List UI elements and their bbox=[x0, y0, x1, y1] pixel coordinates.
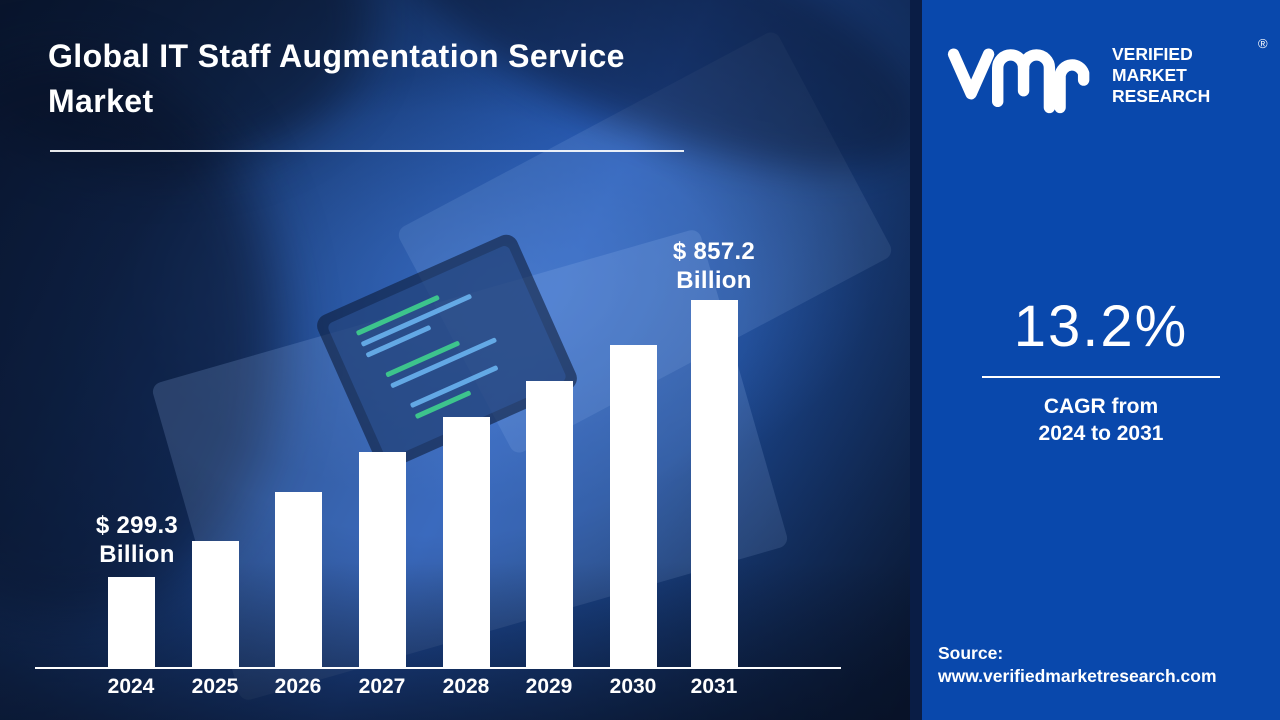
data-label-2031-unit: Billion bbox=[676, 267, 752, 294]
cagr-caption: CAGR from 2024 to 2031 bbox=[922, 393, 1280, 447]
vmr-logo: VERIFIED MARKET RESEARCH ® bbox=[946, 36, 1268, 126]
registered-trademark-icon: ® bbox=[1258, 36, 1268, 51]
market-size-bar-chart: $ 299.3 Billion $ 857.2 Billion 2024 2025… bbox=[35, 237, 841, 698]
logo-word-market: MARKET bbox=[1112, 65, 1187, 85]
bar-2026 bbox=[274, 492, 322, 667]
x-tick-2028: 2028 bbox=[442, 675, 490, 698]
cagr-stat: 13.2% CAGR from 2024 to 2031 bbox=[922, 293, 1280, 447]
bar-2030 bbox=[609, 345, 657, 667]
brand-panel: VERIFIED MARKET RESEARCH ® 13.2% CAGR fr… bbox=[922, 0, 1280, 720]
page-title: Global IT Staff Augmentation Service Mar… bbox=[48, 34, 625, 124]
logo-word-research: RESEARCH bbox=[1112, 86, 1211, 106]
data-label-2031-value: $ 857.2 bbox=[672, 238, 756, 265]
bar-2031 bbox=[690, 300, 738, 667]
bar-2028 bbox=[442, 417, 490, 667]
cagr-divider-line bbox=[982, 376, 1220, 378]
data-label-2024-value: $ 299.3 bbox=[95, 512, 179, 539]
cagr-caption-line2: 2024 to 2031 bbox=[1038, 422, 1164, 445]
data-label-2024: $ 299.3 Billion bbox=[52, 511, 222, 569]
x-axis-line bbox=[35, 667, 841, 669]
logo-word-verified: VERIFIED bbox=[1112, 44, 1193, 64]
cagr-caption-line1: CAGR from bbox=[1043, 395, 1159, 418]
bar-2024 bbox=[107, 577, 155, 667]
bar-2029 bbox=[525, 381, 573, 667]
data-label-2031: $ 857.2 Billion bbox=[629, 237, 799, 295]
bar-2025 bbox=[191, 541, 239, 667]
divider bbox=[910, 0, 922, 720]
vmr-logo-wordmark: VERIFIED MARKET RESEARCH bbox=[1112, 44, 1248, 107]
source-url: www.verifiedmarketresearch.com bbox=[938, 666, 1217, 686]
source-label: Source: bbox=[938, 643, 1004, 663]
source-attribution: Source: www.verifiedmarketresearch.com bbox=[938, 642, 1217, 688]
page-title-line1: Global IT Staff Augmentation Service bbox=[48, 38, 625, 74]
x-tick-2031: 2031 bbox=[690, 675, 738, 698]
x-tick-2029: 2029 bbox=[525, 675, 573, 698]
left-panel: Global IT Staff Augmentation Service Mar… bbox=[0, 0, 910, 720]
bar-2027 bbox=[358, 452, 406, 667]
page-title-line2: Market bbox=[48, 83, 154, 119]
x-tick-2025: 2025 bbox=[191, 675, 239, 698]
x-tick-2024: 2024 bbox=[107, 675, 155, 698]
x-tick-2026: 2026 bbox=[274, 675, 322, 698]
title-underline bbox=[50, 150, 684, 152]
data-label-2024-unit: Billion bbox=[99, 541, 175, 568]
cagr-value: 13.2% bbox=[1013, 294, 1189, 359]
x-tick-2027: 2027 bbox=[358, 675, 406, 698]
vmr-logo-icon bbox=[947, 48, 1090, 114]
x-tick-2030: 2030 bbox=[609, 675, 657, 698]
